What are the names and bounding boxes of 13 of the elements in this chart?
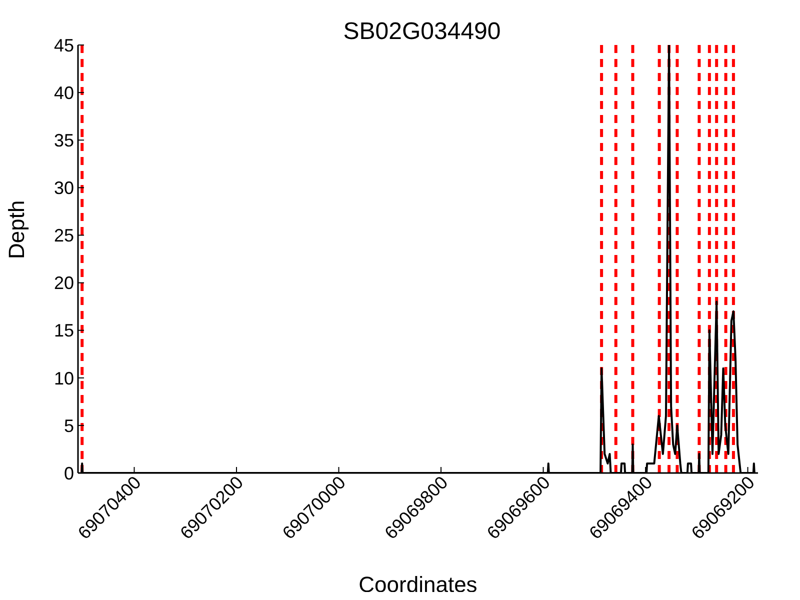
y-tick-label: 10 xyxy=(54,368,74,388)
y-tick-label: 45 xyxy=(54,35,74,56)
y-tick-label: 25 xyxy=(54,226,74,246)
y-tick-label: 20 xyxy=(54,273,74,294)
y-tick-label: 5 xyxy=(64,416,74,436)
y-tick-label: 40 xyxy=(54,82,74,103)
y-tick-label: 35 xyxy=(54,130,74,150)
y-axis-title: Depth xyxy=(4,200,29,259)
y-tick-label: 15 xyxy=(54,320,74,341)
chart-title: SB02G034490 xyxy=(342,18,502,46)
x-axis-title: Coordinates xyxy=(358,572,478,597)
y-tick-label: 30 xyxy=(54,178,74,198)
y-tick-label: 0 xyxy=(64,463,74,484)
